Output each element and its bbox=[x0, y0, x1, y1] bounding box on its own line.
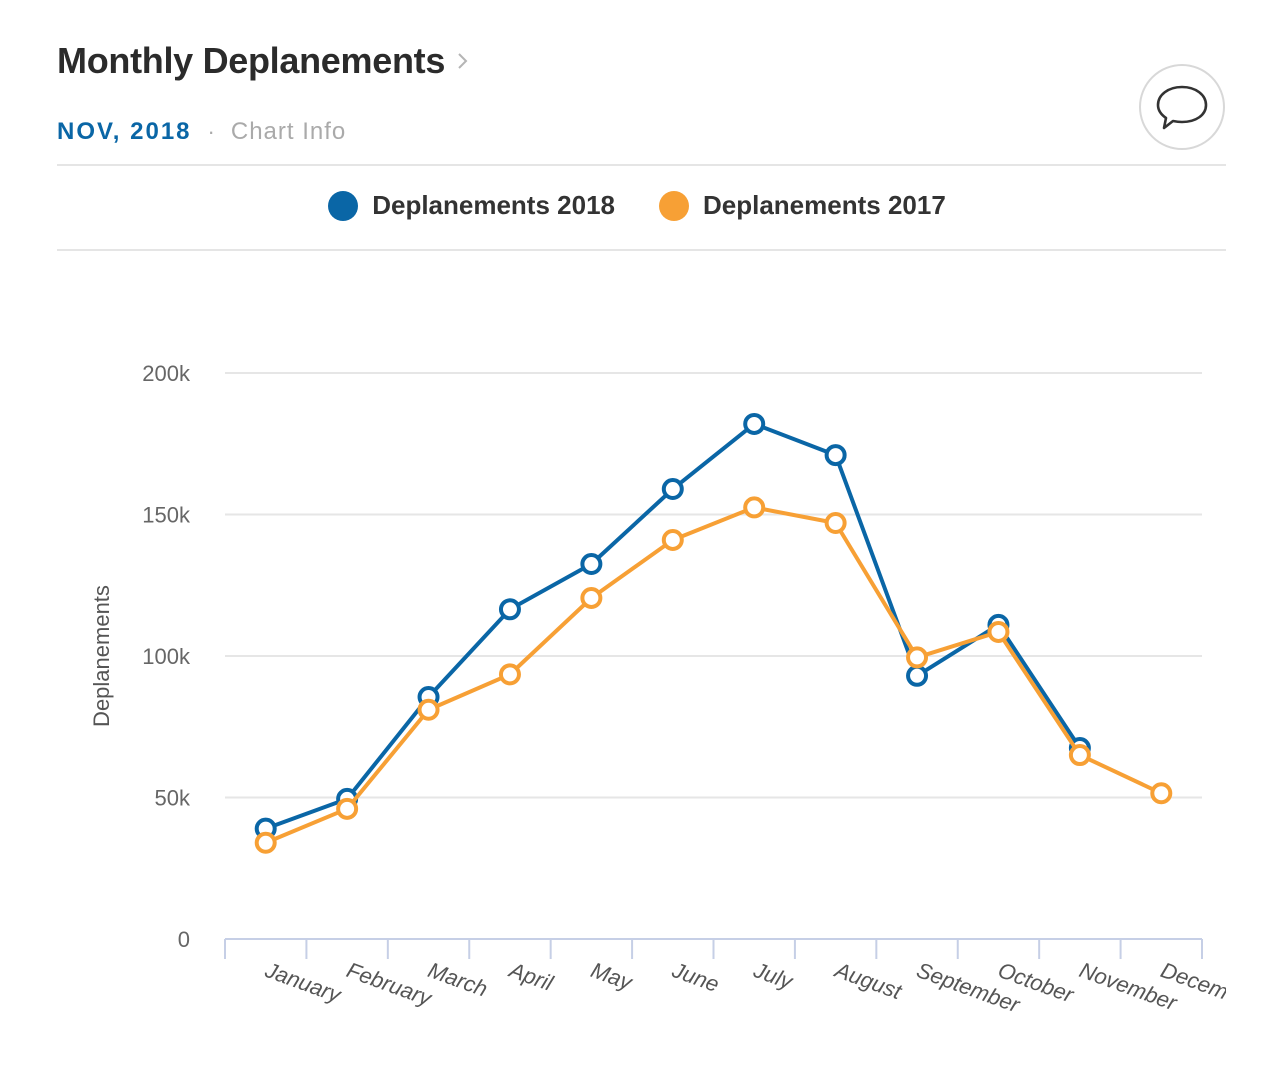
header-divider bbox=[57, 164, 1226, 166]
data-point-deplanements-2018-may bbox=[580, 553, 603, 576]
legend-item-2018[interactable]: Deplanements 2018 bbox=[328, 190, 615, 221]
data-point-deplanements-2017-june bbox=[661, 528, 684, 551]
separator-dot: · bbox=[207, 119, 215, 144]
page-title[interactable]: Monthly Deplanements bbox=[57, 40, 446, 81]
legend-swatch-2018 bbox=[328, 190, 359, 221]
data-point-deplanements-2017-october bbox=[987, 620, 1010, 643]
data-point-deplanements-2018-july bbox=[743, 412, 766, 435]
data-point-deplanements-2017-january bbox=[254, 831, 277, 854]
data-point-deplanements-2018-september bbox=[906, 664, 929, 687]
x-tick-label-january: January bbox=[261, 957, 346, 1008]
data-point-deplanements-2017-may bbox=[580, 586, 603, 609]
y-tick-label-200k: 200k bbox=[142, 361, 191, 386]
data-point-deplanements-2017-decem bbox=[1150, 782, 1173, 805]
legend-label-2018: Deplanements 2018 bbox=[372, 190, 615, 220]
chart-info-link[interactable]: Chart Info bbox=[230, 118, 347, 145]
comment-button[interactable] bbox=[1139, 64, 1225, 150]
data-point-deplanements-2017-march bbox=[417, 698, 440, 721]
x-tick-label-february: February bbox=[343, 957, 436, 1011]
data-point-deplanements-2017-july bbox=[743, 496, 766, 519]
x-tick-label-may: May bbox=[588, 957, 637, 995]
legend: Deplanements 2018 Deplanements 2017 bbox=[0, 190, 1274, 221]
data-point-deplanements-2018-june bbox=[661, 478, 684, 501]
chart-header: Monthly Deplanements bbox=[57, 40, 469, 82]
data-point-deplanements-2018-august bbox=[824, 444, 847, 467]
x-tick-label-july: July bbox=[750, 957, 798, 995]
x-tick-label-august: August bbox=[830, 957, 906, 1005]
legend-swatch-2017 bbox=[659, 190, 689, 221]
legend-divider bbox=[57, 249, 1226, 251]
data-point-deplanements-2018-april bbox=[498, 598, 521, 621]
y-tick-label-150k: 150k bbox=[142, 503, 191, 528]
data-point-deplanements-2017-august bbox=[824, 511, 847, 534]
data-point-deplanements-2017-february bbox=[336, 797, 359, 820]
data-point-deplanements-2017-november bbox=[1068, 744, 1091, 767]
subtitle-row: NOV, 2018 · Chart Info bbox=[57, 118, 346, 146]
legend-item-2017[interactable]: Deplanements 2017 bbox=[659, 190, 946, 221]
y-tick-label-100k: 100k bbox=[142, 644, 191, 669]
x-tick-label-june: June bbox=[668, 957, 722, 997]
y-tick-label-0: 0 bbox=[178, 927, 190, 952]
legend-label-2017: Deplanements 2017 bbox=[703, 190, 946, 220]
y-tick-label-50k: 50k bbox=[155, 786, 191, 811]
series-line-deplanements-2017 bbox=[264, 505, 1163, 845]
period-label[interactable]: NOV, 2018 bbox=[57, 118, 192, 145]
speech-bubble-icon bbox=[1156, 85, 1208, 130]
x-tick-label-march: March bbox=[425, 957, 491, 1001]
data-point-deplanements-2017-april bbox=[498, 663, 521, 686]
y-axis-title: Deplanements bbox=[89, 585, 114, 727]
data-point-deplanements-2017-september bbox=[906, 646, 929, 669]
chevron-right-icon[interactable] bbox=[457, 50, 469, 72]
x-tick-label-april: April bbox=[504, 957, 557, 997]
